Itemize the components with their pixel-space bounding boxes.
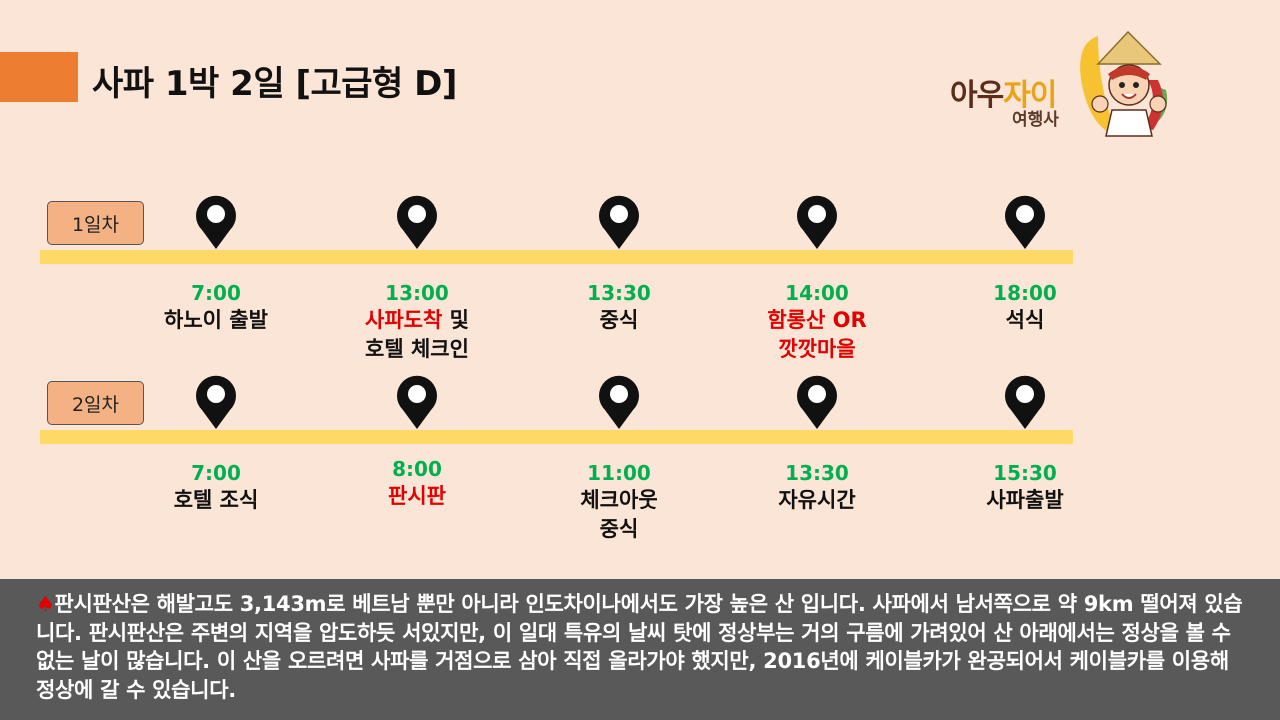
desc-text: 석식: [1005, 308, 1045, 332]
stop-time: 13:30: [587, 281, 651, 305]
map-pin-icon: [595, 194, 643, 250]
page-title: 사파 1박 2일 [고급형 D]: [92, 64, 457, 104]
map-pin-icon: [393, 374, 441, 430]
itinerary-stop: 7:00 호텔 조식: [116, 460, 316, 515]
itinerary-stop: 18:00 석식: [925, 280, 1125, 335]
timeline-track: [40, 430, 1073, 444]
footer-text: 판시판산은 해발고도 3,143m로 베트남 뿐만 아니라 인도차이나에서도 가…: [36, 592, 1243, 702]
stop-time: 7:00: [191, 461, 241, 485]
itinerary-stop: 14:00 함롱산 OR 깟깟마을: [717, 280, 917, 364]
logo-name: 아우자이: [950, 78, 1057, 113]
timeline-track: [40, 250, 1073, 264]
highlight-text: 사파도착: [365, 308, 443, 332]
itinerary-stop: 13:00 사파도착 및 호텔 체크인: [317, 280, 517, 364]
itinerary-stop: 13:30 중식: [519, 280, 719, 335]
desc-text: 중식: [599, 308, 639, 332]
map-pin-icon: [192, 374, 240, 430]
stop-time: 13:30: [785, 461, 849, 485]
stop-description: 판시판: [317, 482, 517, 511]
desc-text: 중식: [599, 517, 639, 541]
stop-description: 중식: [519, 306, 719, 335]
logo-mascot-icon: [1080, 30, 1168, 137]
stop-description: 함롱산 OR 깟깟마을: [717, 306, 917, 364]
stop-description: 사파출발: [925, 486, 1125, 515]
desc-text: 호텔 체크인: [365, 337, 469, 361]
stop-description: 자유시간: [717, 486, 917, 515]
map-pin-icon: [1001, 374, 1049, 430]
stop-time: 7:00: [191, 281, 241, 305]
desc-text: 하노이 출발: [164, 308, 268, 332]
map-pin-icon: [595, 374, 643, 430]
stop-description: 하노이 출발: [116, 306, 316, 335]
map-pin-icon: [393, 194, 441, 250]
stop-time: 11:00: [587, 461, 651, 485]
stop-description: 호텔 조식: [116, 486, 316, 515]
spade-icon: ♠: [36, 592, 55, 616]
highlight-text: 깟깟마을: [778, 337, 856, 361]
itinerary-stop: 11:00 체크아웃 중식: [519, 460, 719, 544]
itinerary-stop: 8:00 판시판: [317, 456, 517, 511]
desc-text: 체크아웃: [580, 488, 658, 512]
stop-time: 15:30: [993, 461, 1057, 485]
stop-time: 14:00: [785, 281, 849, 305]
footer-note: ♠판시판산은 해발고도 3,143m로 베트남 뿐만 아니라 인도차이나에서도 …: [0, 579, 1280, 720]
stop-time: 13:00: [385, 281, 449, 305]
desc-text: 자유시간: [778, 488, 856, 512]
map-pin-icon: [793, 194, 841, 250]
highlight-text: 함롱산 OR: [767, 308, 867, 332]
day-label: 2일차: [47, 381, 144, 425]
itinerary-stop: 7:00 하노이 출발: [116, 280, 316, 335]
day-label: 1일차: [47, 201, 144, 245]
desc-text: 사파출발: [986, 488, 1064, 512]
logo-subtitle: 여행사: [1012, 110, 1059, 130]
desc-text: 및: [442, 308, 469, 332]
itinerary-stop: 13:30 자유시간: [717, 460, 917, 515]
itinerary-stop: 15:30 사파출발: [925, 460, 1125, 515]
desc-text: 호텔 조식: [173, 488, 259, 512]
stop-time: 8:00: [392, 457, 442, 481]
map-pin-icon: [192, 194, 240, 250]
stop-time: 18:00: [993, 281, 1057, 305]
title-accent-bar: [0, 52, 78, 102]
map-pin-icon: [793, 374, 841, 430]
highlight-text: 판시판: [388, 484, 446, 508]
map-pin-icon: [1001, 194, 1049, 250]
stop-description: 석식: [925, 306, 1125, 335]
